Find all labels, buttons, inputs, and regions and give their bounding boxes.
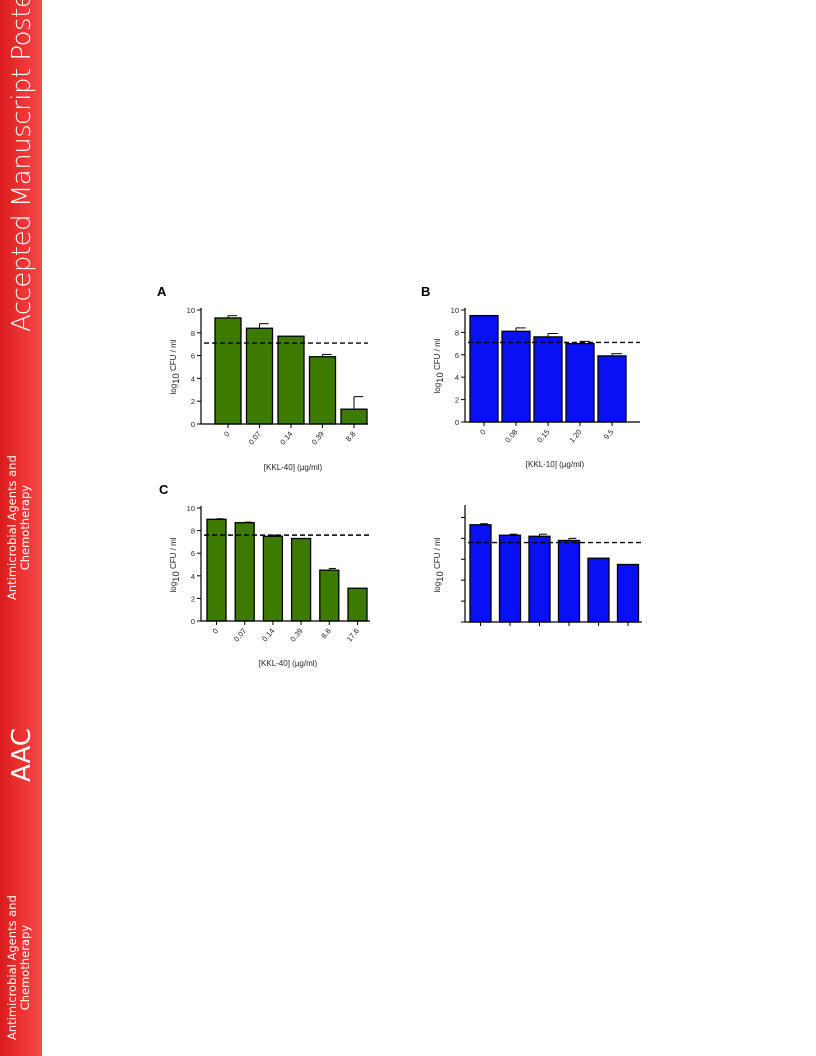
y-tick-label: 8 <box>455 328 459 337</box>
panel-letter: C <box>159 482 169 497</box>
bar <box>557 539 581 623</box>
x-tick-label: 0.14 <box>278 430 294 447</box>
x-tick-label: 0.07 <box>247 430 263 447</box>
y-tick-label: 0 <box>191 617 195 626</box>
y-tick-label: 2 <box>455 396 459 405</box>
bar <box>319 569 340 622</box>
y-axis-label: log10 CFU / ml <box>169 339 182 394</box>
y-axis-label-post: CFU / ml <box>169 537 178 571</box>
y-tick-label: 6 <box>191 549 195 558</box>
bar <box>214 317 242 425</box>
panel-letter: A <box>157 284 167 299</box>
bar <box>565 342 595 423</box>
y-tick-label: 4 <box>191 572 195 581</box>
y-axis-label-sub: 10 <box>171 571 182 582</box>
bar <box>340 408 368 425</box>
y-tick-label: 8 <box>191 527 195 536</box>
x-tick-label: 0.07 <box>232 627 248 644</box>
bar <box>308 356 337 425</box>
x-tick-label: 17.6 <box>345 627 361 644</box>
y-axis-label: log10 CFU / ml <box>169 537 182 592</box>
bar <box>498 534 522 623</box>
y-axis-label-pre: log <box>169 582 178 593</box>
bar <box>587 557 610 623</box>
y-tick-label: 2 <box>191 594 195 603</box>
y-tick-label: 10 <box>187 504 195 513</box>
bar <box>234 522 255 622</box>
y-tick-label: 10 <box>451 306 459 315</box>
journal-sidebar: Accepted Manuscript Posted Online Antimi… <box>0 0 42 1056</box>
bar <box>469 314 499 423</box>
bar <box>347 587 368 622</box>
bar <box>533 336 563 423</box>
y-tick-label: 8 <box>191 329 195 338</box>
x-axis-label: [KKL-40] (μg/ml) <box>264 463 323 472</box>
chart-panel-d: log10 CFU / ml <box>433 505 642 626</box>
y-tick-label: 2 <box>191 397 195 406</box>
y-axis-label-pre: log <box>169 384 178 395</box>
y-axis-label-pre: log <box>433 582 442 593</box>
y-axis-label: log10 CFU / ml <box>433 338 446 393</box>
bar <box>277 335 305 425</box>
x-tick-label: 0.15 <box>535 428 551 445</box>
x-tick-label: 9.5 <box>602 428 616 442</box>
x-tick-label: 0 <box>210 627 220 636</box>
bar <box>616 563 640 623</box>
y-axis-label-sub: 10 <box>171 373 182 384</box>
bar <box>528 535 551 623</box>
x-tick-label: 0 <box>478 428 488 437</box>
x-tick-label: 0.39 <box>310 430 326 447</box>
x-tick-label: 8.8 <box>344 430 358 444</box>
x-tick-label: 0.39 <box>288 627 304 644</box>
bar <box>469 524 492 623</box>
x-axis-label: [KKL-10] (μg/ml) <box>526 460 585 469</box>
y-tick-label: 4 <box>191 374 195 383</box>
x-tick-label: 8.8 <box>319 627 333 641</box>
y-axis-label-post: CFU / ml <box>433 338 442 372</box>
bar <box>262 535 284 622</box>
bar <box>290 537 312 622</box>
y-tick-label: 0 <box>191 420 195 429</box>
y-tick-label: 10 <box>187 306 195 315</box>
bar <box>597 355 627 423</box>
y-axis-label-post: CFU / ml <box>169 339 178 373</box>
x-tick-label: 1.20 <box>567 428 583 445</box>
y-axis-label-sub: 10 <box>435 372 446 383</box>
y-axis-label-sub: 10 <box>435 571 446 582</box>
x-tick-label: 0.08 <box>503 428 519 445</box>
y-tick-label: 4 <box>455 373 459 382</box>
bar <box>501 330 531 423</box>
y-tick-label: 6 <box>455 351 459 360</box>
y-axis-label: log10 CFU / ml <box>433 537 446 592</box>
y-axis-label-post: CFU / ml <box>433 537 442 571</box>
x-tick-label: 0 <box>222 430 232 439</box>
x-tick-label: 0.14 <box>260 627 276 644</box>
y-axis-label-pre: log <box>433 383 442 394</box>
y-tick-label: 6 <box>191 352 195 361</box>
panel-letter: B <box>421 284 430 299</box>
y-tick-label: 0 <box>455 418 459 427</box>
x-axis-label: [KKL-40] (μg/ml) <box>259 659 318 668</box>
